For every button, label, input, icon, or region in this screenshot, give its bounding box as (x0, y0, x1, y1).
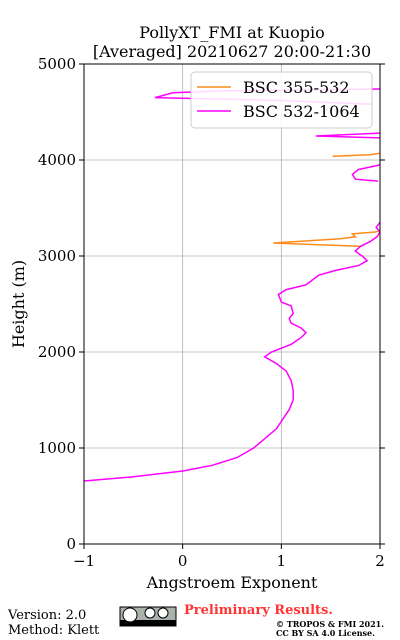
x-tick-label: 1 (277, 552, 287, 570)
y-tick-label: 5000 (38, 55, 76, 73)
copyright: © TROPOS & FMI 2021. (276, 619, 384, 629)
chart-title: PollyXT_FMI at Kuopio (139, 23, 325, 42)
y-tick-label: 2000 (38, 343, 76, 361)
preliminary-note: Preliminary Results. (184, 603, 333, 618)
profile-line (84, 88, 380, 482)
version: Version: 2.0 (7, 608, 86, 623)
preliminary-text: Preliminary Results. (184, 603, 333, 618)
legend-box (190, 71, 373, 129)
y-tick-label: 3000 (38, 247, 76, 265)
by-circle (144, 607, 156, 619)
y-tick-label: 0 (66, 535, 76, 553)
x-tick-label: 0 (178, 552, 188, 570)
y-axis-label: Height (m) (9, 260, 28, 348)
x-axis-label: Angstroem Exponent (146, 573, 318, 592)
profile-line (273, 152, 380, 248)
method: Method: Klett (8, 623, 100, 638)
chart-subtitle: [Averaged] 20210627 20:00-21:30 (93, 42, 371, 61)
cc-circle (122, 607, 138, 623)
cc-strip (120, 620, 176, 626)
sa-circle (157, 607, 169, 619)
license: CC BY SA 4.0 License. (276, 628, 375, 638)
y-tick-label: 4000 (38, 151, 76, 169)
legend-label: BSC 355-532 (243, 78, 350, 97)
legend-label: BSC 532-1064 (243, 102, 360, 121)
cc-logo (119, 606, 177, 627)
x-tick-label: 2 (375, 552, 385, 570)
y-tick-label: 1000 (38, 439, 76, 457)
legend: BSC 355-532 BSC 532-1064 (190, 71, 373, 129)
x-tick-label: −1 (73, 552, 95, 570)
plot-frame (83, 63, 381, 545)
